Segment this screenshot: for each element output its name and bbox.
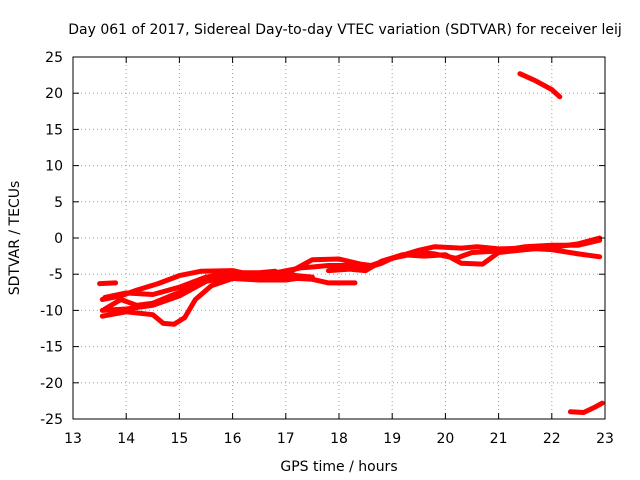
y-tick-label: -25 [40,412,63,428]
y-tick-label: 10 [45,159,63,175]
chart-title: Day 061 of 2017, Sidereal Day-to-day VTE… [68,22,622,38]
x-tick-label: 13 [64,431,82,447]
series-track-6 [99,273,289,327]
tick-layer: 13 14 15 16 17 18 19 20 21 22 23 -25 -20 -15 -10 -5 0 5 10… [40,50,614,447]
y-tick-label: -10 [40,303,63,319]
series-track-4 [102,268,278,300]
x-tick-label: 23 [596,431,614,447]
x-tick-label: 15 [170,431,188,447]
x-tick-label: 16 [224,431,242,447]
x-axis-label: GPS time / hours [280,459,397,475]
series-track-11 [567,400,605,415]
series-track-9 [325,235,603,274]
series-track-10 [517,71,563,100]
series-layer [97,71,605,415]
y-tick-label: 0 [54,231,63,247]
y-tick-label: 20 [45,86,63,102]
y-tick-label: 25 [45,50,63,66]
x-tick-label: 17 [277,431,295,447]
x-tick-label: 22 [543,431,561,447]
x-tick-label: 19 [383,431,401,447]
grid [73,57,605,419]
y-tick-label: -15 [40,340,63,356]
x-tick-label: 18 [330,431,348,447]
y-axis-label: SDTVAR / TECUs [7,181,23,296]
y-tick-label: 5 [54,195,63,211]
series-track-5 [102,275,305,312]
x-tick-label: 14 [117,431,135,447]
y-tick-label: -20 [40,376,63,392]
y-tick-label: -5 [49,267,63,283]
x-tick-label: 20 [436,431,454,447]
x-tick-label: 21 [490,431,508,447]
series-track-1 [97,280,119,287]
y-tick-label: 15 [45,122,63,138]
